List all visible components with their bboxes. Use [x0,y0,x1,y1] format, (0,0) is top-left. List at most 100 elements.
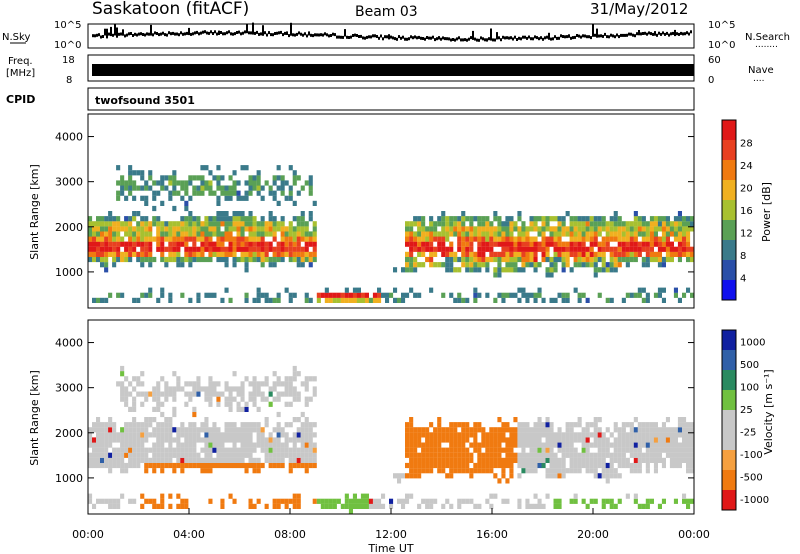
power-cell [156,221,161,227]
velocity-cell [168,427,173,433]
power-cell [156,236,161,242]
power-cell [300,185,305,191]
power-cell [561,226,566,232]
power-cell [409,267,414,273]
power-cell [128,251,133,257]
power-cell [328,292,333,298]
velocity-cell [657,432,662,438]
velocity-cell [108,452,113,458]
velocity-cell [120,371,125,377]
power-cell [176,241,181,247]
velocity-cell [597,452,602,458]
power-cell [501,297,506,303]
power-cell [244,241,249,247]
power-cell [308,262,313,268]
velocity-cell [641,437,646,443]
power-cell [144,221,149,227]
power-cell [533,292,538,298]
power-cell [637,251,642,257]
velocity-cell [501,422,506,428]
nsky-panel-frame [87,23,695,49]
velocity-cell [180,447,185,453]
power-cell [629,256,634,263]
nsky-sample [366,35,368,39]
velocity-cell [100,462,105,469]
power-cell [268,297,273,303]
power-cell [581,226,586,232]
velocity-cell [224,396,229,402]
power-cell [216,226,221,232]
power-cell [661,221,666,227]
velocity-cell [312,447,317,453]
nsky-sample [634,34,636,38]
power-cell [677,211,682,217]
nsky-sample [242,31,244,35]
velocity-cell [669,427,674,433]
velocity-cell [132,396,137,402]
velocity-cell [260,442,265,448]
velocity-cell [240,391,245,397]
velocity-cell [192,432,197,438]
power-cell [200,180,205,186]
velocity-cell [104,457,109,463]
power-cell [517,251,522,257]
nsky-sample [300,32,302,36]
power-cell [457,256,462,263]
power-cell [585,216,590,222]
nsky-sample [432,35,434,39]
nsky-sample [132,34,134,37]
power-cell [308,216,313,222]
velocity-cell [260,381,265,387]
velocity-cell [453,432,458,438]
power-cell [220,241,225,247]
velocity-cell [160,493,165,499]
nsky-sample [208,31,210,35]
velocity-cell [629,427,634,433]
power-cell [308,256,313,263]
velocity-cell [649,442,654,448]
velocity-cell [288,447,293,453]
velocity-cell [521,447,526,453]
velocity-cell [132,442,137,448]
power-cell [561,221,566,227]
velocity-cell [240,457,245,463]
power-cell [473,292,478,298]
nsky-sample [602,34,604,38]
power-cell [649,251,654,257]
nsky-sample [186,31,188,35]
power-cell [224,211,229,217]
nsky-sample [296,32,298,36]
nsky-sample [178,33,180,37]
velocity-cell [232,462,237,469]
power-cell [537,287,542,293]
velocity-cell [417,437,422,443]
velocity-cell [589,442,594,448]
velocity-cell [585,437,590,443]
nsky-sample [350,35,352,39]
power-cell [525,297,530,303]
velocity-cell [208,396,213,402]
velocity-cell [212,386,217,392]
power-cell [236,180,241,186]
velocity-cell [312,376,317,382]
nsky-sample [548,32,550,40]
velocity-cell [116,447,121,453]
power-cell [120,180,125,186]
velocity-cell [236,437,241,443]
nsky-sample [246,24,248,34]
nsky-sample [396,37,398,41]
nave-label: Nave [748,65,774,76]
power-cell [521,251,526,257]
velocity-cell [256,432,261,438]
power-cell [437,231,442,237]
velocity-cell [441,462,446,469]
nsky-sample [180,31,182,35]
velocity-cell [537,452,542,458]
velocity-cell [128,432,133,438]
nsky-sample [218,30,220,35]
power-cell [513,292,518,298]
velocity-cell [144,462,149,469]
power-cell [613,226,618,232]
power-panel-frame [87,113,695,309]
power-cell [577,292,582,298]
